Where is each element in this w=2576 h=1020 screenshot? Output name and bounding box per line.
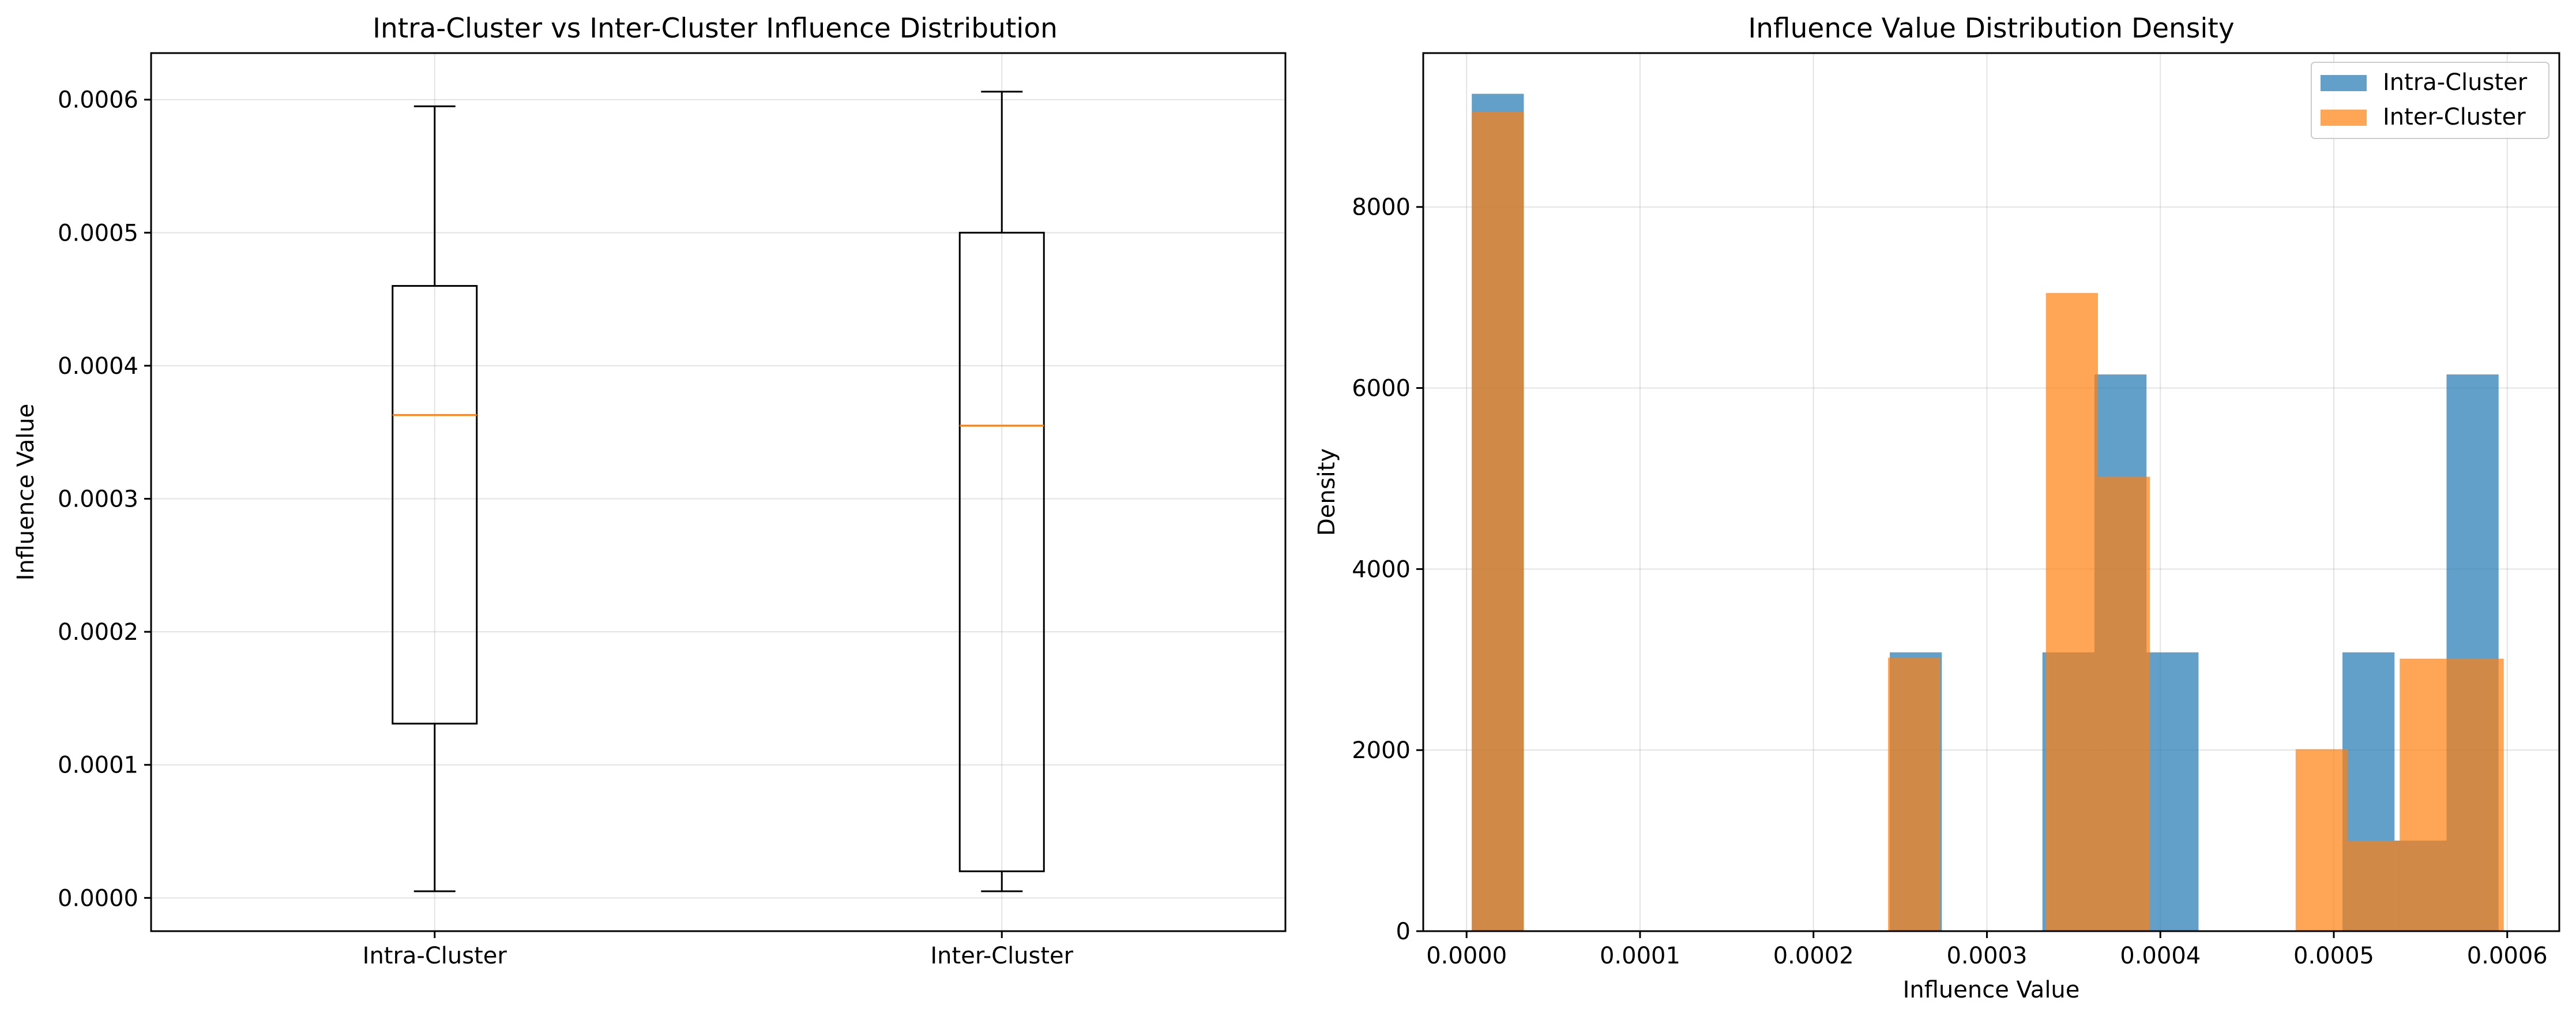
histogram-x-tick-label: 0.0002 <box>1773 943 1854 969</box>
legend-label: Inter-Cluster <box>2383 104 2526 130</box>
box-inter-cluster <box>958 91 1045 892</box>
box-intra-cluster <box>392 105 478 892</box>
boxplot-axes-frame <box>150 52 1287 932</box>
legend-swatch <box>2321 110 2367 126</box>
histogram-bar <box>2348 841 2400 931</box>
boxplot-y-tick-label: 0.0003 <box>58 486 138 513</box>
boxplot-y-tick-label: 0.0001 <box>58 752 138 779</box>
histogram-y-tick-label: 2000 <box>1352 737 1411 764</box>
histogram-title: Influence Value Distribution Density <box>1748 13 2234 44</box>
histogram-y-axis-label: Density <box>1314 448 1340 536</box>
boxplot-title: Intra-Cluster vs Inter-Cluster Influence… <box>373 13 1058 44</box>
histogram-x-tick-label: 0.0005 <box>2293 943 2374 969</box>
boxplot-y-tick-label: 0.0000 <box>58 885 138 912</box>
boxplot-y-tick-label: 0.0006 <box>58 87 138 114</box>
histogram-legend: Intra-Cluster Inter-Cluster <box>2311 62 2549 139</box>
histogram-bar <box>1472 111 1524 931</box>
histogram-bar <box>2295 749 2348 931</box>
histogram-y-tick-label: 0 <box>1396 918 1411 945</box>
histogram-x-tick-label: 0.0001 <box>1600 943 1680 969</box>
histogram-bar <box>1888 658 1941 931</box>
histogram-axes-frame <box>1422 52 2560 932</box>
histogram-x-tick-label: 0.0003 <box>1946 943 2027 969</box>
box-body <box>392 285 478 725</box>
legend-label: Intra-Cluster <box>2383 69 2528 96</box>
histogram-bar <box>2097 477 2150 931</box>
boxplot-y-tick-label: 0.0005 <box>58 220 138 246</box>
boxplot-panel: Intra-Cluster vs Inter-Cluster Influence… <box>13 13 1287 969</box>
legend-frame <box>2311 62 2549 139</box>
boxplot-y-tick-label: 0.0004 <box>58 353 138 380</box>
histogram-x-axis-label: Influence Value <box>1903 977 2080 1003</box>
histogram-x-tick-label: 0.0000 <box>1426 943 1507 969</box>
histogram-x-tick-label: 0.0006 <box>2467 943 2548 969</box>
boxplot-y-tick-label: 0.0002 <box>58 619 138 646</box>
histogram-y-tick-label: 4000 <box>1352 556 1411 583</box>
boxplot-x-tick-label: Intra-Cluster <box>363 943 507 969</box>
box-body <box>958 231 1045 872</box>
histogram-y-tick-label: 6000 <box>1352 376 1411 402</box>
histogram-bar <box>2400 658 2452 931</box>
histogram-panel: Influence Value Distribution Density 0 20… <box>1314 13 2560 1003</box>
legend-swatch <box>2321 75 2367 91</box>
histogram-y-tick-label: 8000 <box>1352 194 1411 221</box>
histogram-bar <box>2045 292 2098 931</box>
histogram-bar <box>2451 658 2504 931</box>
histogram-x-tick-label: 0.0004 <box>2120 943 2201 969</box>
histogram-bar <box>2146 652 2199 931</box>
boxplot-x-tick-label: Inter-Cluster <box>930 943 1073 969</box>
boxplot-y-axis-label: Influence Value <box>13 404 39 581</box>
histogram-series-inter-cluster <box>1472 111 2504 931</box>
